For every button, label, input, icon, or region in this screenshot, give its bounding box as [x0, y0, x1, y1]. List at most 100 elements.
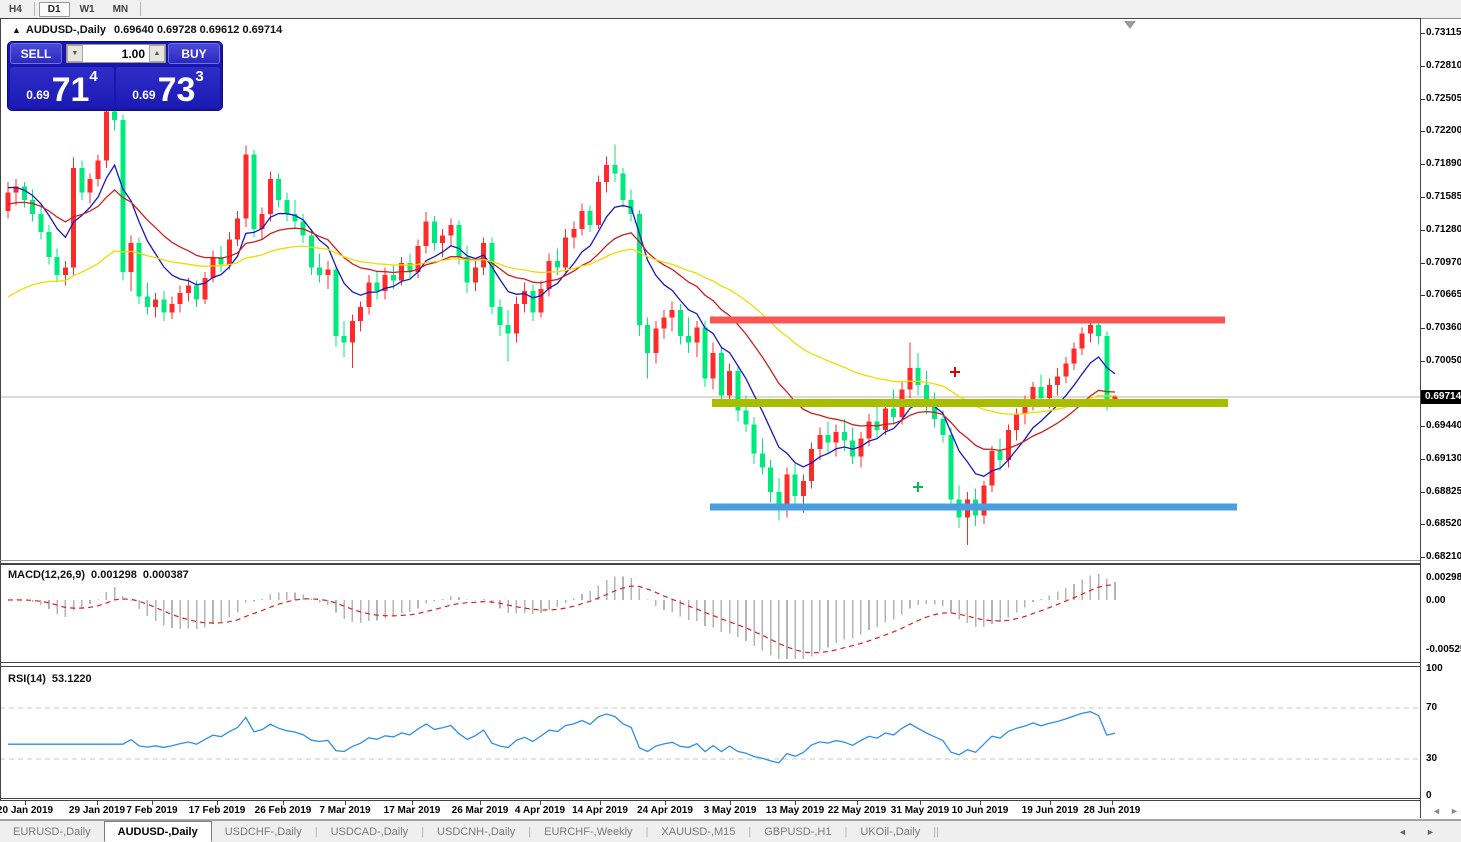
tab-eurchf[interactable]: EURCHF-,Weekly [544, 826, 633, 838]
candle-body [817, 435, 823, 450]
chart-canvas[interactable] [0, 19, 1421, 819]
date-axis-label: 10 Jun 2019 [951, 805, 1009, 816]
support-line[interactable] [710, 503, 1237, 511]
candle-body [612, 164, 618, 174]
rsi-indicator-label: RSI(14) 53.1220 [8, 673, 98, 685]
candle-body [800, 481, 806, 497]
candle-body [226, 239, 232, 265]
price-axis-label: 0.72200 [1426, 125, 1461, 136]
price-axis[interactable]: 0.73115 0.72810 0.72505 0.72200 0.71890 0.715… [1421, 19, 1461, 818]
macd-name: MACD(12,26,9) [8, 569, 86, 581]
tab-gbpusd[interactable]: GBPUSD-,H1 [764, 826, 832, 838]
price-axis-tick [1421, 66, 1425, 67]
rsi-axis-label: 100 [1426, 663, 1443, 674]
macd-value: 0.001298 [91, 569, 137, 581]
candle-body [653, 328, 659, 353]
axis-divider [1420, 19, 1421, 818]
candle-body [661, 317, 667, 329]
tab-separator: | [748, 826, 752, 838]
panel-divider[interactable] [0, 563, 1420, 565]
price-axis-label: 0.69130 [1426, 453, 1461, 464]
panel-divider[interactable] [0, 662, 1420, 663]
toolbar-separator [140, 2, 142, 16]
candle-body [1079, 333, 1085, 349]
tab-usdchf[interactable]: USDCHF-,Daily [224, 826, 302, 838]
chart-shift-marker-icon[interactable] [1124, 21, 1136, 29]
tab-eurusd[interactable]: EURUSD-,Daily [13, 826, 91, 838]
date-axis-label: 28 Jun 2019 [1083, 805, 1141, 816]
price-axis-label: 0.70665 [1426, 289, 1461, 300]
tab-usdcnh[interactable]: USDCNH-,Daily [437, 826, 516, 838]
candle-body [71, 168, 77, 268]
panel-divider[interactable] [0, 560, 1420, 561]
tab-audusd[interactable]: AUDUSD-,Daily [103, 820, 212, 842]
candle-body [259, 214, 265, 230]
tab-usdcad[interactable]: USDCAD-,Daily [330, 826, 409, 838]
buy-price-panel[interactable]: 0.69 73 3 [116, 67, 220, 108]
timeframe-button-d1[interactable]: D1 [38, 1, 70, 17]
axis-scroll-right-icon[interactable]: ► [1450, 806, 1459, 816]
candle-body [546, 261, 552, 289]
sell-price-panel[interactable]: 0.69 71 4 [10, 67, 114, 108]
candle-body [554, 261, 560, 268]
candle-body [440, 235, 446, 243]
trade-controls-row: SELL ▼ ▲ BUY [8, 42, 222, 65]
timeframe-button-w1[interactable]: W1 [79, 3, 95, 15]
pivot-line[interactable] [712, 399, 1228, 407]
candle-body [1022, 403, 1028, 414]
candle-body [513, 303, 519, 334]
candle-body [948, 435, 954, 500]
candle-body [645, 325, 651, 353]
candle-body [161, 299, 167, 313]
tab-separator: | [844, 826, 848, 838]
candle-body [522, 290, 528, 304]
tab-scroll-left-icon[interactable]: ◄ [1398, 827, 1407, 837]
date-axis-tick [540, 801, 541, 805]
buy-button[interactable]: BUY [168, 43, 220, 64]
candle-body [185, 285, 191, 294]
axis-scroll-left-icon[interactable]: ◄ [1432, 806, 1441, 816]
tab-scroll-right-icon[interactable]: ► [1426, 827, 1435, 837]
panel-divider[interactable] [0, 666, 1420, 667]
candle-body [686, 335, 692, 343]
one-click-trade-panel: SELL ▼ ▲ BUY 0.69 71 4 0.69 73 3 [8, 42, 222, 110]
resistance-line[interactable] [710, 316, 1225, 324]
candle-body [407, 263, 413, 272]
chart-symbol-label: AUDUSD-,Daily [25, 24, 106, 36]
volume-increase-button[interactable]: ▲ [149, 45, 165, 62]
candle-body [194, 285, 200, 300]
candle-body [374, 282, 380, 291]
chart-left-border [0, 19, 1, 818]
date-axis-tick [480, 801, 481, 805]
volume-decrease-button[interactable]: ▼ [67, 45, 83, 62]
price-axis-tick [1421, 33, 1425, 34]
timeframe-button-mn[interactable]: MN [112, 3, 129, 15]
candle-body [604, 164, 610, 183]
price-axis-tick [1421, 524, 1425, 525]
candle-body [21, 186, 27, 201]
tab-xauusd[interactable]: XAUUSD-,M15 [661, 826, 736, 838]
timeframe-button-h4[interactable]: H4 [9, 3, 22, 15]
tab-ukoil[interactable]: UKOil-,Daily [860, 826, 921, 838]
volume-input[interactable] [83, 45, 149, 62]
candle-body [882, 408, 888, 430]
candle-body [333, 269, 339, 336]
price-axis-tick [1421, 99, 1425, 100]
sell-button[interactable]: SELL [10, 43, 62, 64]
candle-body [620, 173, 626, 201]
price-axis-label: 0.71585 [1426, 191, 1461, 202]
rsi-axis-label: 0 [1426, 790, 1432, 801]
price-axis-tick [1421, 230, 1425, 231]
candle-body [743, 410, 749, 425]
collapse-icon[interactable]: ▲ [12, 25, 21, 35]
date-axis-tick [217, 801, 218, 805]
candle-body [456, 224, 462, 257]
candle-body [358, 307, 364, 321]
candle-body [169, 303, 175, 313]
date-axis-label: 17 Feb 2019 [188, 805, 246, 816]
candle-body [210, 256, 216, 279]
candle-body [308, 235, 314, 268]
candle-body [579, 210, 585, 230]
date-axis[interactable]: 20 Jan 2019 29 Jan 2019 7 Feb 2019 17 Feb 2… [0, 801, 1420, 819]
candle-body [923, 385, 929, 404]
